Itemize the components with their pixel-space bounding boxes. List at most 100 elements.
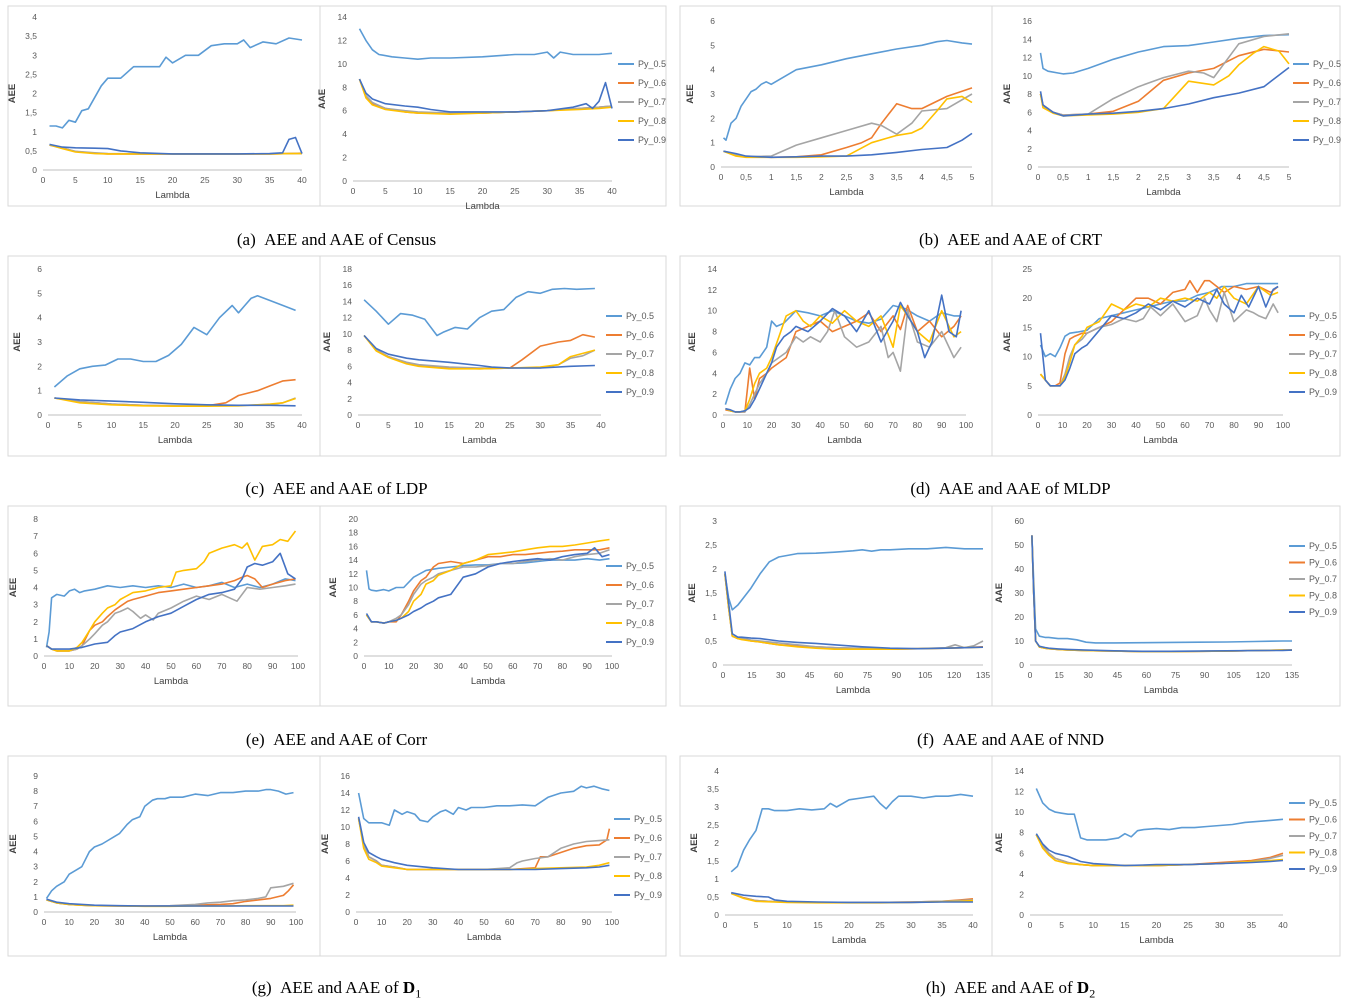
y-tick-label: 5 <box>37 288 42 298</box>
y-tick-label: 0 <box>1019 910 1024 920</box>
y-tick-label: 12 <box>1015 787 1025 797</box>
x-tick-label: 20 <box>90 917 100 927</box>
legend-label: Py_0.5 <box>1313 59 1341 69</box>
x-tick-label: 70 <box>1205 420 1215 430</box>
legend-label: Py_0.5 <box>1309 311 1337 321</box>
x-tick-label: 10 <box>64 917 74 927</box>
y-tick-label: 2 <box>342 153 347 163</box>
x-tick-label: 30 <box>115 917 125 927</box>
x-tick-label: 2,5 <box>1158 172 1170 182</box>
y-tick-label: 10 <box>343 329 353 339</box>
y-tick-label: 10 <box>708 306 718 316</box>
y-tick-label: 2 <box>37 361 42 371</box>
y-tick-label: 3 <box>712 516 717 526</box>
x-tick-label: 90 <box>1200 670 1210 680</box>
y-tick-label: 12 <box>708 285 718 295</box>
y-tick-label: 0 <box>1027 162 1032 172</box>
series-line-Py_0.7 <box>357 818 610 871</box>
x-tick-label: 10 <box>103 175 113 185</box>
y-tick-label: 6 <box>347 361 352 371</box>
y-tick-label: 1,5 <box>707 856 719 866</box>
series-line-Py_0.7 <box>725 309 962 413</box>
y-tick-label: 2 <box>1019 889 1024 899</box>
legend-label: Py_0.5 <box>638 59 666 69</box>
series-line-Py_0.6 <box>1039 48 1290 116</box>
figure-frame <box>679 5 1341 207</box>
y-tick-label: 0 <box>1027 410 1032 420</box>
y-tick-label: 2 <box>347 394 352 404</box>
x-tick-label: 0 <box>1036 172 1041 182</box>
x-tick-label: 2 <box>819 172 824 182</box>
x-tick-label: 4 <box>1236 172 1241 182</box>
y-axis-label: AAE <box>994 833 1005 853</box>
y-tick-label: 5 <box>33 565 38 575</box>
series-line-Py_0.9 <box>731 891 973 904</box>
y-tick-label: 3 <box>710 89 715 99</box>
y-tick-label: 6 <box>345 856 350 866</box>
figure-frame <box>7 505 667 707</box>
x-tick-label: 3,5 <box>891 172 903 182</box>
x-tick-label: 15 <box>444 420 454 430</box>
x-tick-label: 35 <box>265 175 275 185</box>
x-tick-label: 45 <box>1113 670 1123 680</box>
y-tick-label: 14 <box>338 12 348 22</box>
y-tick-label: 12 <box>343 313 353 323</box>
y-tick-label: 8 <box>347 345 352 355</box>
x-tick-label: 90 <box>582 917 592 927</box>
series-line-Py_0.5 <box>365 557 610 592</box>
y-tick-label: 4 <box>345 873 350 883</box>
y-tick-label: 0 <box>714 910 719 920</box>
series-line-Py_0.8 <box>1035 834 1284 867</box>
legend-label: Py_0.6 <box>1313 78 1341 88</box>
x-tick-label: 10 <box>743 420 753 430</box>
x-tick-label: 10 <box>377 917 387 927</box>
x-tick-label: 80 <box>242 661 252 671</box>
y-tick-label: 0 <box>33 651 38 661</box>
x-tick-label: 90 <box>582 661 592 671</box>
y-tick-label: 14 <box>343 296 353 306</box>
y-tick-label: 0 <box>712 660 717 670</box>
y-tick-label: 6 <box>33 548 38 558</box>
x-tick-label: 50 <box>1156 420 1166 430</box>
x-tick-label: 80 <box>241 917 251 927</box>
y-tick-label: 7 <box>33 531 38 541</box>
y-tick-label: 2,5 <box>707 820 719 830</box>
legend-label: Py_0.7 <box>1309 349 1337 359</box>
y-tick-label: 4 <box>342 129 347 139</box>
x-tick-label: 30 <box>536 420 546 430</box>
x-tick-label: 30 <box>791 420 801 430</box>
series-line-Py_0.6 <box>724 573 984 651</box>
y-tick-label: 2 <box>32 89 37 99</box>
figure-frame <box>7 755 667 957</box>
y-tick-label: 2,5 <box>25 69 37 79</box>
legend-label: Py_0.9 <box>1309 387 1337 397</box>
y-tick-label: 12 <box>349 569 359 579</box>
y-tick-label: 0 <box>345 907 350 917</box>
series-line-Py_0.8 <box>724 573 984 651</box>
chart-h-aae: 0 2 4 6 8 10 12 14 0 5 10 15 20 25 30 35 40 Lambda AAE <box>994 766 1288 946</box>
y-tick-label: 12 <box>338 35 348 45</box>
y-tick-label: 6 <box>1019 848 1024 858</box>
y-tick-label: 16 <box>343 280 353 290</box>
x-tick-label: 1,5 <box>790 172 802 182</box>
legend-label: Py_0.8 <box>626 368 654 378</box>
series-line-Py_0.7 <box>1031 535 1292 653</box>
x-axis-label: Lambda <box>827 435 862 446</box>
legend-label: Py_0.5 <box>634 814 662 824</box>
legend: Py_0.5 Py_0.6 Py_0.7 Py_0.8 Py_0.9 <box>1289 541 1337 617</box>
series-line-Py_0.9 <box>54 397 296 407</box>
y-tick-label: 6 <box>37 264 42 274</box>
y-tick-label: 4 <box>714 766 719 776</box>
x-tick-label: 25 <box>510 186 520 196</box>
figure-frame <box>679 255 1341 457</box>
caption-a: (a) AEE and AAE of Census <box>236 230 437 249</box>
y-tick-label: 10 <box>349 583 359 593</box>
y-tick-label: 5 <box>1027 381 1032 391</box>
legend: Py_0.5 Py_0.6 Py_0.7 Py_0.8 Py_0.9 <box>606 561 654 647</box>
x-tick-label: 70 <box>216 917 226 927</box>
x-tick-label: 40 <box>141 661 151 671</box>
legend-label: Py_0.8 <box>638 116 666 126</box>
caption-h: (h) AEE and AAE of D2 <box>925 978 1096 1001</box>
y-tick-label: 10 <box>1015 807 1025 817</box>
